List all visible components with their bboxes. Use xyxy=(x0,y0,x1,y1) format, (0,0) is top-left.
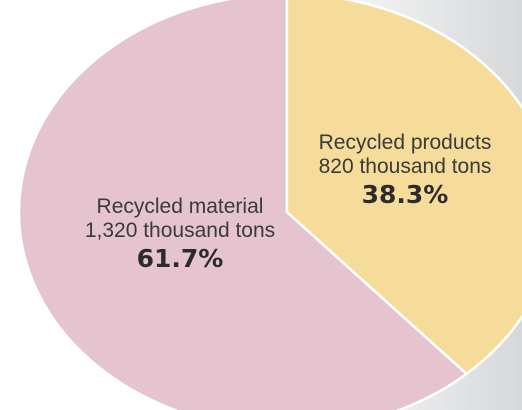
slice-amount: 820 thousand tons xyxy=(318,155,492,179)
slice-name: Recycled material xyxy=(96,195,264,218)
slice-label-recycled-products: Recycled products 820 thousand tons 38.3… xyxy=(300,131,510,210)
slice-percent: 61.7% xyxy=(136,244,224,274)
slice-name: Recycled products xyxy=(318,131,492,154)
slice-recycled-material xyxy=(17,0,468,410)
pie-slices xyxy=(17,0,522,410)
slice-label-recycled-material: Recycled material 1,320 thousand tons 61… xyxy=(55,195,305,274)
slice-percent: 38.3% xyxy=(361,180,449,210)
slice-amount: 1,320 thousand tons xyxy=(84,219,276,243)
